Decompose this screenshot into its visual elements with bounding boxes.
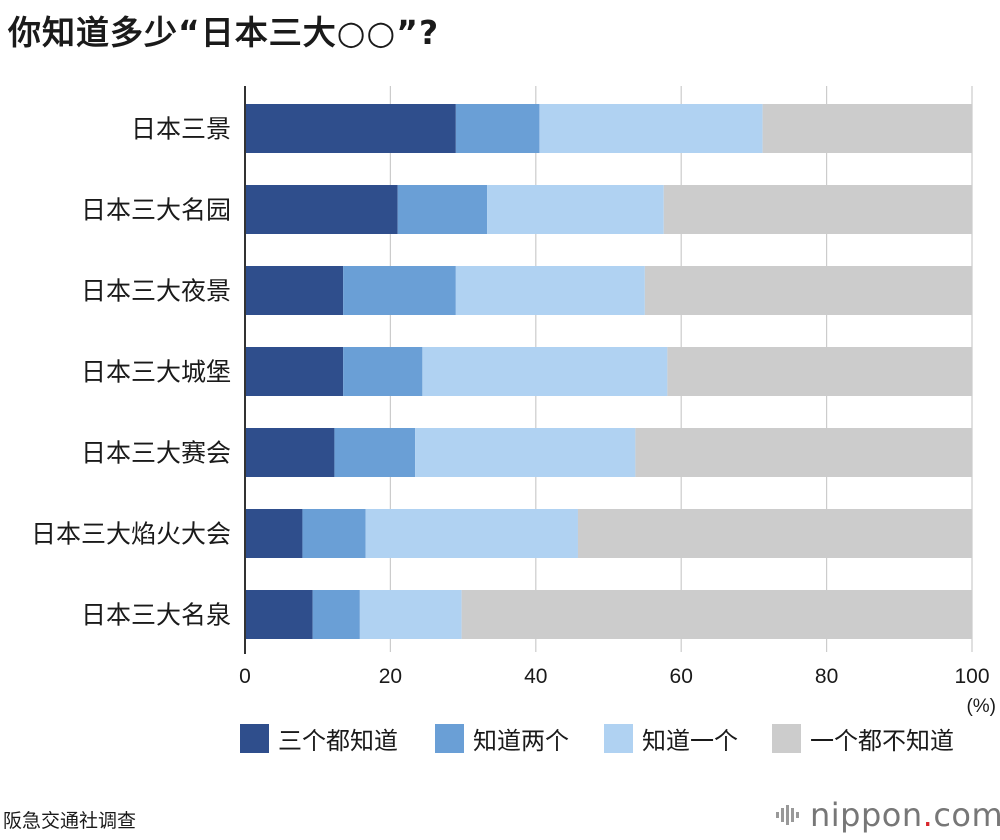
x-tick-label: 100	[954, 665, 989, 688]
bar-segment	[455, 104, 540, 153]
bar-segment	[302, 509, 366, 558]
legend-swatch	[240, 724, 269, 753]
x-tick-label: 0	[239, 665, 251, 688]
bar-segment	[667, 347, 972, 396]
bar-segment	[245, 509, 303, 558]
bar-segment	[762, 104, 972, 153]
x-tick-label: 40	[524, 665, 547, 688]
bar-segment	[539, 104, 763, 153]
category-label: 日本三大城堡	[81, 358, 231, 387]
category-label: 日本三景	[131, 115, 231, 144]
bar-segment	[245, 428, 335, 477]
brand-mark-icon	[776, 805, 799, 825]
source-note: 阪急交通社调查	[3, 810, 137, 832]
legend-label: 知道一个	[642, 727, 738, 755]
category-label: 日本三大焰火大会	[31, 520, 231, 549]
brand-tld: com	[933, 796, 1000, 834]
legend-swatch	[772, 724, 801, 753]
bar-segment	[365, 509, 578, 558]
bar-segment	[461, 590, 972, 639]
bar-segment	[312, 590, 360, 639]
legend-label: 知道两个	[473, 727, 569, 755]
legend-swatch	[604, 724, 633, 753]
bar-segment	[663, 185, 972, 234]
bar-segment	[245, 266, 344, 315]
bar-segment	[397, 185, 488, 234]
brand-logo: nippon. com	[776, 796, 1000, 834]
bar-segment	[644, 266, 972, 315]
bar-segment	[343, 347, 423, 396]
chart-title: 你知道多少“日本三大○○”?	[8, 13, 440, 52]
brand-name: nippon	[810, 796, 923, 834]
bar-segment	[415, 428, 636, 477]
bar-segment	[245, 347, 344, 396]
legend-label: 三个都知道	[278, 727, 398, 755]
stacked-bar-chart: 日本三景日本三大名园日本三大夜景日本三大城堡日本三大赛会日本三大焰火大会日本三大…	[31, 86, 996, 755]
x-tick-label: 80	[815, 665, 838, 688]
bar-segment	[487, 185, 664, 234]
bar-segment	[359, 590, 462, 639]
category-label: 日本三大名泉	[81, 601, 231, 630]
bar-segment	[577, 509, 972, 558]
bar-segment	[245, 104, 456, 153]
brand-dot: .	[922, 796, 934, 834]
bar-segment	[422, 347, 668, 396]
x-axis-unit: (%)	[966, 696, 996, 717]
legend-swatch	[435, 724, 464, 753]
category-label: 日本三大夜景	[81, 277, 231, 306]
category-label: 日本三大名园	[81, 196, 231, 225]
bar-segment	[334, 428, 416, 477]
bar-segment	[635, 428, 972, 477]
bar-segment	[343, 266, 456, 315]
x-tick-label: 20	[379, 665, 402, 688]
bar-segment	[245, 185, 398, 234]
bar-segment	[245, 590, 313, 639]
x-tick-label: 60	[670, 665, 693, 688]
category-label: 日本三大赛会	[81, 439, 231, 468]
legend-label: 一个都不知道	[810, 727, 954, 755]
bar-segment	[455, 266, 645, 315]
